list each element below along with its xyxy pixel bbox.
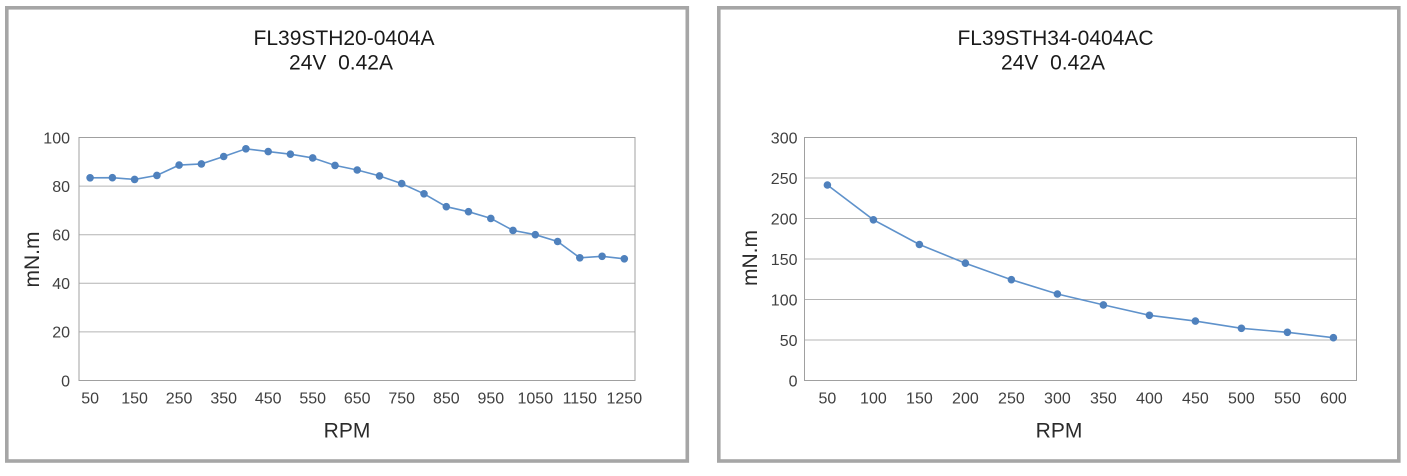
svg-text:1150: 1150: [563, 391, 598, 408]
svg-text:250: 250: [771, 171, 798, 188]
svg-text:20: 20: [52, 325, 70, 342]
svg-text:150: 150: [121, 391, 148, 408]
svg-text:550: 550: [1274, 391, 1301, 408]
svg-text:1250: 1250: [607, 391, 643, 408]
svg-text:300: 300: [1044, 391, 1071, 408]
svg-text:200: 200: [952, 391, 979, 408]
svg-text:450: 450: [1182, 391, 1209, 408]
svg-text:350: 350: [1090, 391, 1117, 408]
svg-text:FL39STH20-0404A: FL39STH20-0404A: [254, 27, 435, 50]
svg-text:0: 0: [61, 373, 70, 390]
svg-text:150: 150: [771, 252, 798, 269]
svg-text:750: 750: [388, 391, 415, 408]
svg-text:650: 650: [344, 391, 371, 408]
svg-text:mN.m: mN.m: [21, 232, 44, 288]
svg-text:350: 350: [210, 391, 237, 408]
svg-text:250: 250: [166, 391, 193, 408]
svg-text:RPM: RPM: [324, 420, 371, 443]
svg-text:40: 40: [52, 276, 70, 293]
svg-text:550: 550: [299, 391, 326, 408]
svg-text:100: 100: [860, 391, 887, 408]
svg-text:24V 0.42A: 24V 0.42A: [289, 51, 393, 74]
svg-text:0: 0: [789, 373, 798, 390]
svg-text:50: 50: [819, 391, 837, 408]
svg-text:24V 0.42A: 24V 0.42A: [1001, 51, 1105, 74]
svg-text:50: 50: [780, 333, 798, 350]
svg-text:850: 850: [433, 391, 460, 408]
svg-text:100: 100: [771, 292, 798, 309]
svg-text:150: 150: [906, 391, 933, 408]
svg-text:450: 450: [255, 391, 282, 408]
svg-text:FL39STH34-0404AC: FL39STH34-0404AC: [957, 27, 1153, 50]
svg-text:500: 500: [1228, 391, 1255, 408]
svg-text:mN.m: mN.m: [739, 230, 762, 286]
svg-text:950: 950: [477, 391, 504, 408]
svg-text:300: 300: [771, 130, 798, 147]
svg-text:80: 80: [52, 179, 70, 196]
svg-text:100: 100: [43, 130, 70, 147]
svg-text:600: 600: [1320, 391, 1347, 408]
svg-text:1050: 1050: [518, 391, 554, 408]
svg-text:RPM: RPM: [1036, 420, 1083, 443]
svg-text:50: 50: [81, 391, 99, 408]
svg-text:250: 250: [998, 391, 1025, 408]
svg-text:60: 60: [52, 228, 70, 245]
svg-text:400: 400: [1136, 391, 1163, 408]
svg-text:200: 200: [771, 211, 798, 228]
